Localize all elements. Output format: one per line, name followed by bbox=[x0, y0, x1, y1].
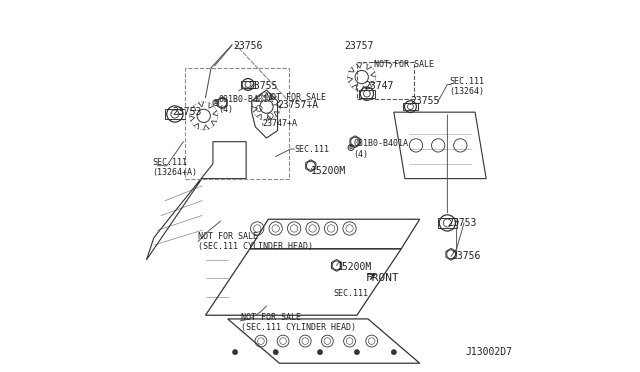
Text: 15200M: 15200M bbox=[337, 262, 372, 272]
Text: 23757: 23757 bbox=[344, 41, 373, 51]
Text: B: B bbox=[214, 100, 218, 105]
Text: 23747: 23747 bbox=[364, 81, 394, 91]
Text: 15200M: 15200M bbox=[311, 166, 346, 176]
Text: 23753: 23753 bbox=[447, 218, 477, 228]
Text: SEC.111: SEC.111 bbox=[294, 145, 329, 154]
Text: 23757+A: 23757+A bbox=[278, 100, 319, 110]
Text: B: B bbox=[349, 145, 353, 150]
Text: NOT FOR SALE: NOT FOR SALE bbox=[266, 93, 326, 102]
Text: 23747+A: 23747+A bbox=[263, 119, 298, 128]
Circle shape bbox=[232, 350, 237, 355]
Text: NOT FOR SALE
(SEC.111 CYLINDER HEAD): NOT FOR SALE (SEC.111 CYLINDER HEAD) bbox=[198, 232, 313, 251]
Text: 23755: 23755 bbox=[410, 96, 440, 106]
Text: NOT FOR SALE: NOT FOR SALE bbox=[374, 60, 433, 69]
Circle shape bbox=[355, 350, 360, 355]
Text: FRONT: FRONT bbox=[366, 273, 400, 283]
Text: 081B0-B401A
(4): 081B0-B401A (4) bbox=[353, 140, 408, 159]
Text: 23753: 23753 bbox=[172, 107, 202, 117]
Text: SEC.111: SEC.111 bbox=[333, 289, 368, 298]
Text: 23755: 23755 bbox=[248, 81, 277, 91]
Text: 23756: 23756 bbox=[233, 41, 262, 51]
Circle shape bbox=[273, 350, 278, 355]
Text: 081B0-B401A
(4): 081B0-B401A (4) bbox=[218, 95, 273, 115]
Text: 23756: 23756 bbox=[451, 251, 481, 261]
Text: J13002D7: J13002D7 bbox=[466, 347, 513, 357]
Text: SEC.111
(13264+A): SEC.111 (13264+A) bbox=[152, 158, 197, 177]
Circle shape bbox=[391, 350, 396, 355]
Text: SEC.111
(13264): SEC.111 (13264) bbox=[449, 77, 484, 96]
Text: NOT FOR SALE
(SEC.111 CYLINDER HEAD): NOT FOR SALE (SEC.111 CYLINDER HEAD) bbox=[241, 313, 356, 332]
Circle shape bbox=[317, 350, 323, 355]
